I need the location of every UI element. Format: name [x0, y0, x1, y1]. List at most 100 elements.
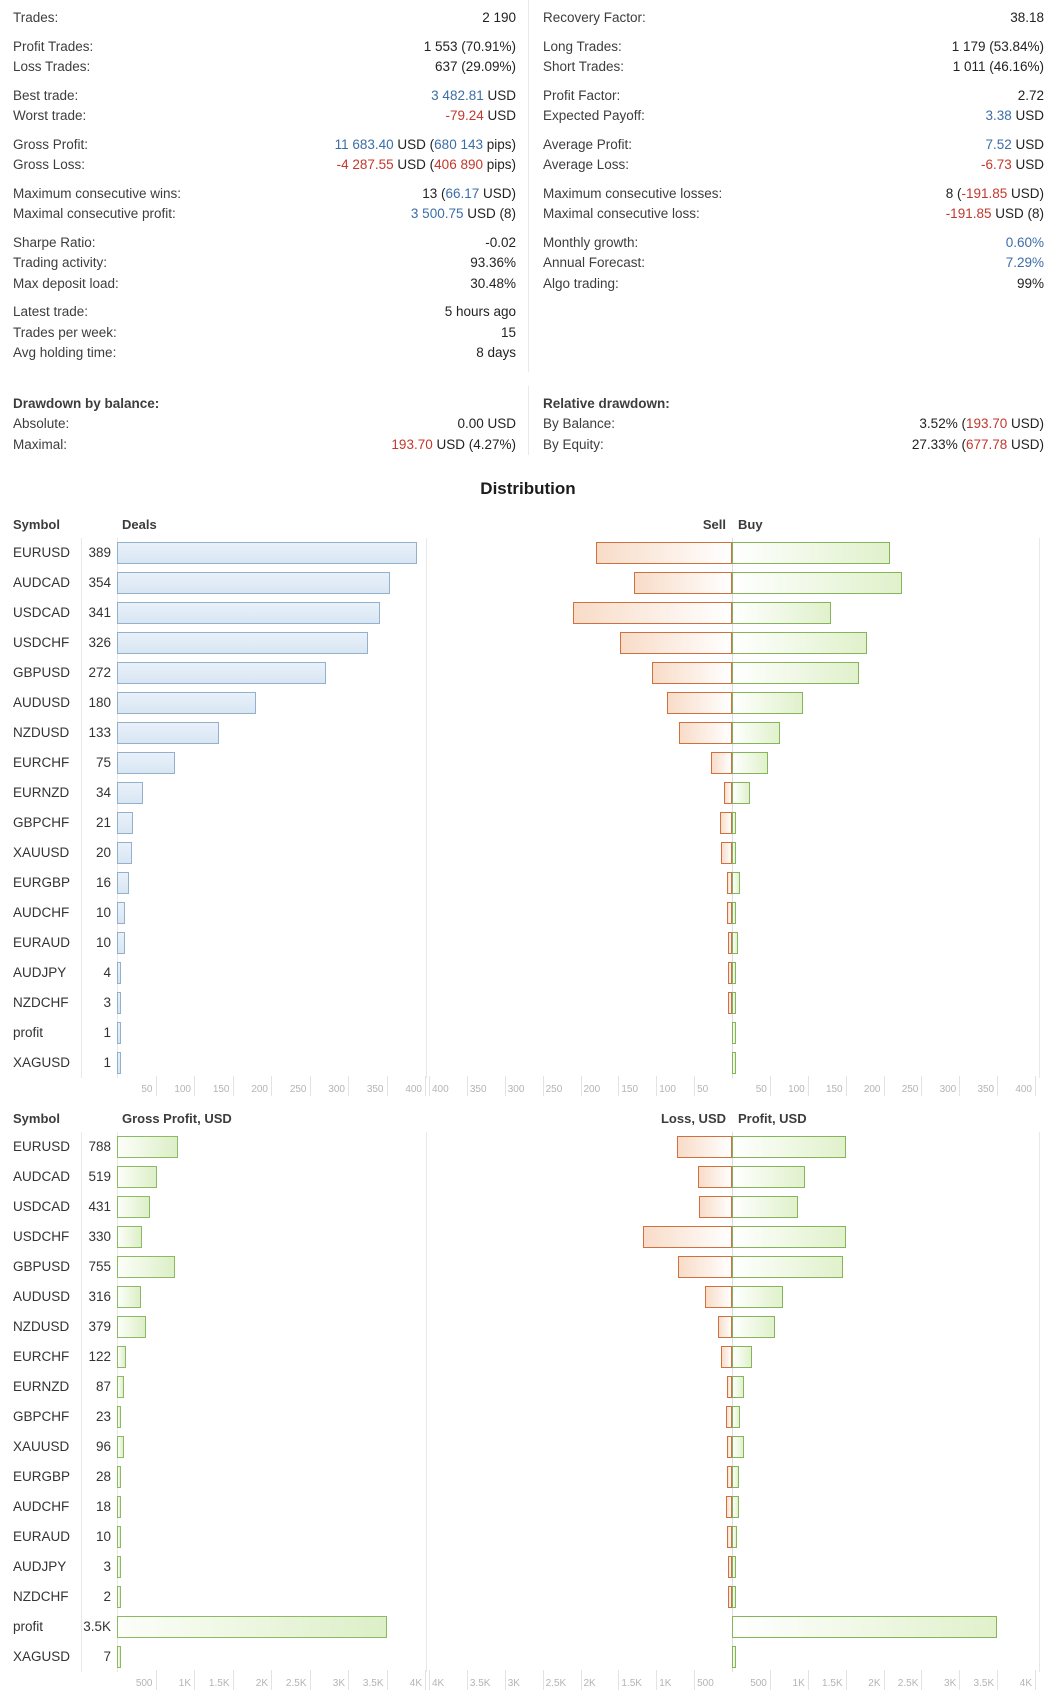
stat-value-part: 1 011 (46.16%) [952, 59, 1044, 74]
symbol-label: EURCHF [13, 1349, 70, 1364]
chart-row: profit 1 [0, 1018, 1056, 1048]
stat-value-part: 2.72 [1017, 87, 1044, 103]
axis-tick-label: 2K [583, 1678, 596, 1689]
symbol-label: XAGUSD [13, 1055, 71, 1070]
stat-value: 637 (29.09%) [435, 57, 516, 78]
x-axis: 50 100 150 200 250 300 350 400 400 350 300 250 200 15… [0, 1076, 1056, 1105]
value-label: 519 [88, 1169, 111, 1184]
column-header-pos: Buy [738, 517, 763, 532]
axis-tick [769, 1076, 771, 1096]
stat-value-part: 0.00 USD [457, 416, 516, 431]
chart-row: XAUUSD 20 [0, 838, 1056, 868]
axis-tick [959, 1670, 961, 1690]
axis-tick-label: 4K [409, 1678, 422, 1689]
axis-tick-label: 500 [750, 1678, 767, 1689]
stat-value-part: 3.52% ( [919, 416, 966, 431]
loss-bar [699, 1196, 732, 1218]
sell-bar [634, 572, 732, 594]
value-label: 316 [88, 1289, 111, 1304]
relative-drawdown: Relative drawdown: By Balance: 3.52% (193.… [528, 385, 1056, 455]
chart-row: EURNZD 87 [0, 1372, 1056, 1402]
stat-value-part: -4 287.55 [336, 157, 394, 172]
stat-label: Best trade: [13, 87, 79, 103]
grid-line [81, 538, 82, 1078]
buy-bar [732, 752, 768, 774]
stat-row: Profit Trades: 1 553 (70.91%) [13, 37, 516, 58]
stat-group: Long Trades: 1 179 (53.84%) Short Trades: 1… [543, 37, 1044, 78]
chart-row: AUDCAD 354 [0, 568, 1056, 598]
stats-column-right: Recovery Factor: 38.18 Long Trades: 1 179 (… [528, 0, 1056, 372]
value-label: 20 [95, 845, 111, 860]
deals-bar [117, 1052, 121, 1074]
axis-tick-label: 200 [583, 1084, 601, 1095]
symbol-label: XAUUSD [13, 845, 70, 860]
loss-bar [727, 1376, 732, 1398]
stat-label: Average Loss: [543, 157, 630, 172]
symbol-label: AUDUSD [13, 1289, 71, 1304]
axis-tick-label: 150 [212, 1084, 230, 1095]
stat-value: -4 287.55 USD (406 890 pips) [337, 155, 516, 176]
value-label: 354 [88, 575, 111, 590]
stat-row: Sharpe Ratio: -0.02 [13, 233, 516, 254]
loss-bar [698, 1166, 732, 1188]
stat-value-part: 3.38 [985, 108, 1012, 123]
stat-label: Gross Loss: [13, 157, 86, 172]
axis-tick [883, 1670, 885, 1690]
stat-label: Loss Trades: [13, 59, 91, 74]
profit-bar [732, 1226, 846, 1248]
chart-row: EURNZD 34 [0, 778, 1056, 808]
stat-row: Best trade: 3 482.81 USD [13, 86, 516, 107]
stat-label: Average Profit: [543, 136, 633, 152]
stat-value-part: 7.52 [985, 136, 1012, 152]
stat-value-part: USD) [1007, 416, 1044, 431]
axis-tick [694, 1670, 696, 1690]
deals-bar [117, 752, 175, 774]
buy-bar [732, 872, 740, 894]
stat-row: Gross Profit: 11 683.40 USD (680 143 pips… [13, 135, 516, 156]
axis-tick-label: 1.5K [822, 1678, 843, 1689]
drawdown-by-balance: Drawdown by balance: Absolute: 0.00 USD Max… [0, 386, 528, 456]
axis-tick [232, 1670, 234, 1690]
stat-row: Recovery Factor: 38.18 [543, 8, 1044, 29]
grid-line [426, 1132, 427, 1672]
stat-value: -191.85 USD (8) [946, 204, 1044, 225]
x-axis: 500 1K 1.5K 2K 2.5K 3K 3.5K 4K 4K 3.5K 3K 2.5K 2K 1.5… [0, 1670, 1056, 1699]
stat-row: Trades: 2 190 [13, 8, 516, 29]
profit-bar [732, 1436, 744, 1458]
axis-tick-label: 1K [659, 1678, 672, 1689]
symbol-label: USDCHF [13, 1229, 70, 1244]
symbol-label: EURGBP [13, 875, 71, 890]
stat-label: Expected Payoff: [543, 108, 645, 123]
value-label: 180 [88, 695, 111, 710]
profit-bar [732, 1646, 736, 1668]
axis-tick-label: 400 [1015, 1084, 1032, 1095]
axis-tick-label: 2K [255, 1678, 268, 1689]
chart-row: profit 3.5K [0, 1612, 1056, 1642]
axis-tick [959, 1076, 961, 1096]
stat-value-part: 13 ( [422, 185, 446, 201]
stat-value-part: 66.17 [445, 185, 480, 201]
grid-line [117, 1132, 118, 1672]
axis-tick [429, 1670, 430, 1690]
stat-group: Profit Factor: 2.72 Expected Payoff: 3.38 U… [543, 86, 1044, 127]
stat-group: Trades: 2 190 [13, 8, 516, 29]
symbol-label: profit [13, 1619, 44, 1634]
axis-tick [504, 1670, 506, 1690]
symbol-label: AUDCAD [13, 1169, 71, 1184]
stat-value-part: -191.85 [945, 206, 992, 221]
stat-row: Maximum consecutive losses: 8 (-191.85 US… [543, 184, 1044, 205]
buy-bar [732, 1022, 736, 1044]
stat-value-part: pips) [482, 136, 516, 152]
gross-profit-bar [117, 1376, 124, 1398]
deals-bar [117, 902, 125, 924]
axis-tick-label: 200 [863, 1084, 881, 1095]
loss-bar [705, 1286, 732, 1308]
stat-value: 7.52 USD [985, 135, 1044, 156]
axis-tick [194, 1670, 195, 1690]
stat-value-part: 2 190 [482, 10, 516, 25]
sell-bar [711, 752, 732, 774]
stat-value: 30.48% [470, 274, 516, 295]
stat-value-part: 406 890 [434, 157, 483, 172]
symbol-label: USDCHF [13, 635, 70, 650]
